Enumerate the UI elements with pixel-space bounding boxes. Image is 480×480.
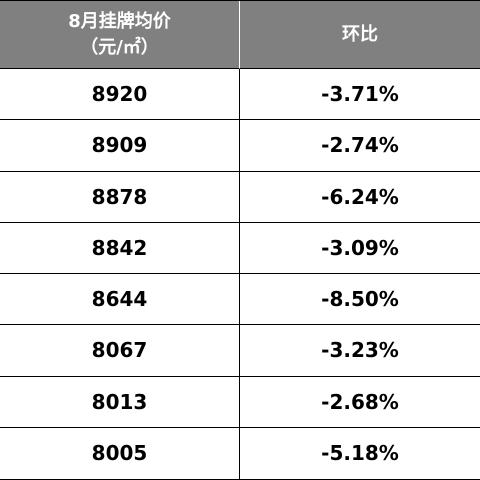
header-text: （元/㎡） [80, 36, 159, 58]
change-cell: -5.18% [321, 441, 399, 466]
price-cell: 8013 [0, 376, 240, 428]
change-cell: -3.23% [240, 325, 480, 377]
price-cell: 8005 [0, 427, 240, 479]
price-cell: 8920 [0, 69, 240, 121]
price-cell: 8067 [0, 325, 240, 377]
change-cell: -3.09% [240, 223, 480, 274]
change-cell: -3.71% [240, 69, 480, 121]
change-cell: -2.68% [240, 377, 480, 428]
header-cell: 8月挂牌均价 （元/㎡） [0, 1, 240, 69]
change-cell: -2.74% [240, 120, 480, 172]
change-cell: -6.24% [240, 172, 480, 223]
change-cell: -8.50% [240, 274, 480, 326]
price-cell: 8878 [0, 171, 240, 223]
header-text: 环比 [342, 23, 378, 45]
price-cell: 8909 [0, 120, 240, 172]
price-cell: 8842 [0, 222, 240, 274]
header-text: 8月挂牌均价 [68, 10, 171, 32]
header-cell: 环比 [240, 1, 480, 69]
price-cell: 8644 [0, 274, 240, 326]
